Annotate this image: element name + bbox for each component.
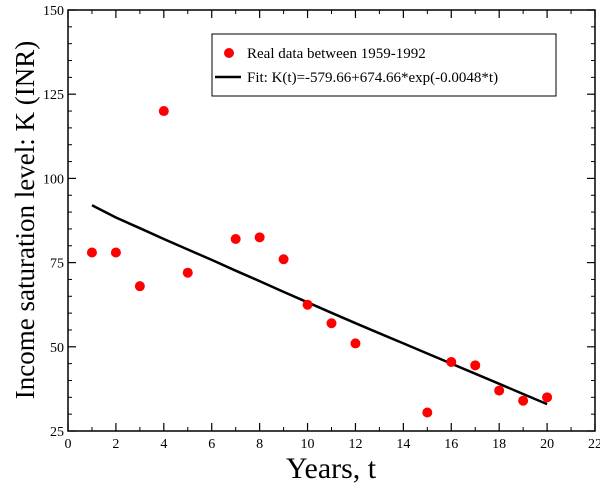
y-tick-label: 75 xyxy=(50,257,64,272)
y-tick-label: 125 xyxy=(43,88,64,103)
y-tick-label: 25 xyxy=(50,425,64,440)
x-tick-label: 14 xyxy=(396,437,410,452)
data-point xyxy=(86,247,97,258)
fit-line-series xyxy=(91,204,548,406)
data-point xyxy=(254,232,265,243)
fit-line xyxy=(91,204,548,406)
x-tick-label: 6 xyxy=(208,437,215,452)
data-point xyxy=(182,267,193,278)
data-point xyxy=(470,360,481,371)
x-tick-label: 12 xyxy=(348,437,362,452)
x-tick-label: 20 xyxy=(540,437,554,452)
x-axis-title: Years, t xyxy=(286,452,377,485)
data-point xyxy=(302,299,313,310)
data-point xyxy=(494,385,505,396)
data-point xyxy=(134,281,145,292)
x-tick-label: 2 xyxy=(112,437,119,452)
y-axis-title: Income saturation level: K (INR) xyxy=(10,41,40,399)
data-point xyxy=(278,254,289,265)
y-tick-label: 100 xyxy=(43,172,64,187)
x-tick-label: 4 xyxy=(160,437,167,452)
legend-marker-real-data xyxy=(224,48,234,58)
data-point xyxy=(110,247,121,258)
data-point xyxy=(158,106,169,117)
data-point xyxy=(350,338,361,349)
data-point xyxy=(326,318,337,329)
y-axis: 25 50 75 100 125 150 xyxy=(43,4,595,440)
x-tick-label: 16 xyxy=(444,437,458,452)
data-point xyxy=(518,395,529,406)
data-point xyxy=(446,356,457,367)
data-point xyxy=(230,234,241,245)
scatter-series xyxy=(86,106,553,418)
x-tick-label: 8 xyxy=(256,437,263,452)
y-tick-label: 150 xyxy=(43,4,64,19)
legend-label-fit: Fit: K(t)=-579.66+674.66*exp(-0.0048*t) xyxy=(247,70,498,86)
x-tick-label: 22 xyxy=(588,437,600,452)
y-tick-label: 50 xyxy=(50,341,64,356)
legend: Real data between 1959-1992 Fit: K(t)=-5… xyxy=(211,33,557,97)
x-tick-label: 0 xyxy=(65,437,72,452)
x-tick-label: 10 xyxy=(301,437,315,452)
data-point xyxy=(542,392,553,403)
legend-label-real-data: Real data between 1959-1992 xyxy=(247,46,426,62)
x-axis: 0 2 4 6 8 10 12 14 16 18 20 22 xyxy=(65,10,600,452)
legend-box xyxy=(211,33,557,97)
data-point xyxy=(422,407,433,418)
x-tick-label: 18 xyxy=(492,437,506,452)
